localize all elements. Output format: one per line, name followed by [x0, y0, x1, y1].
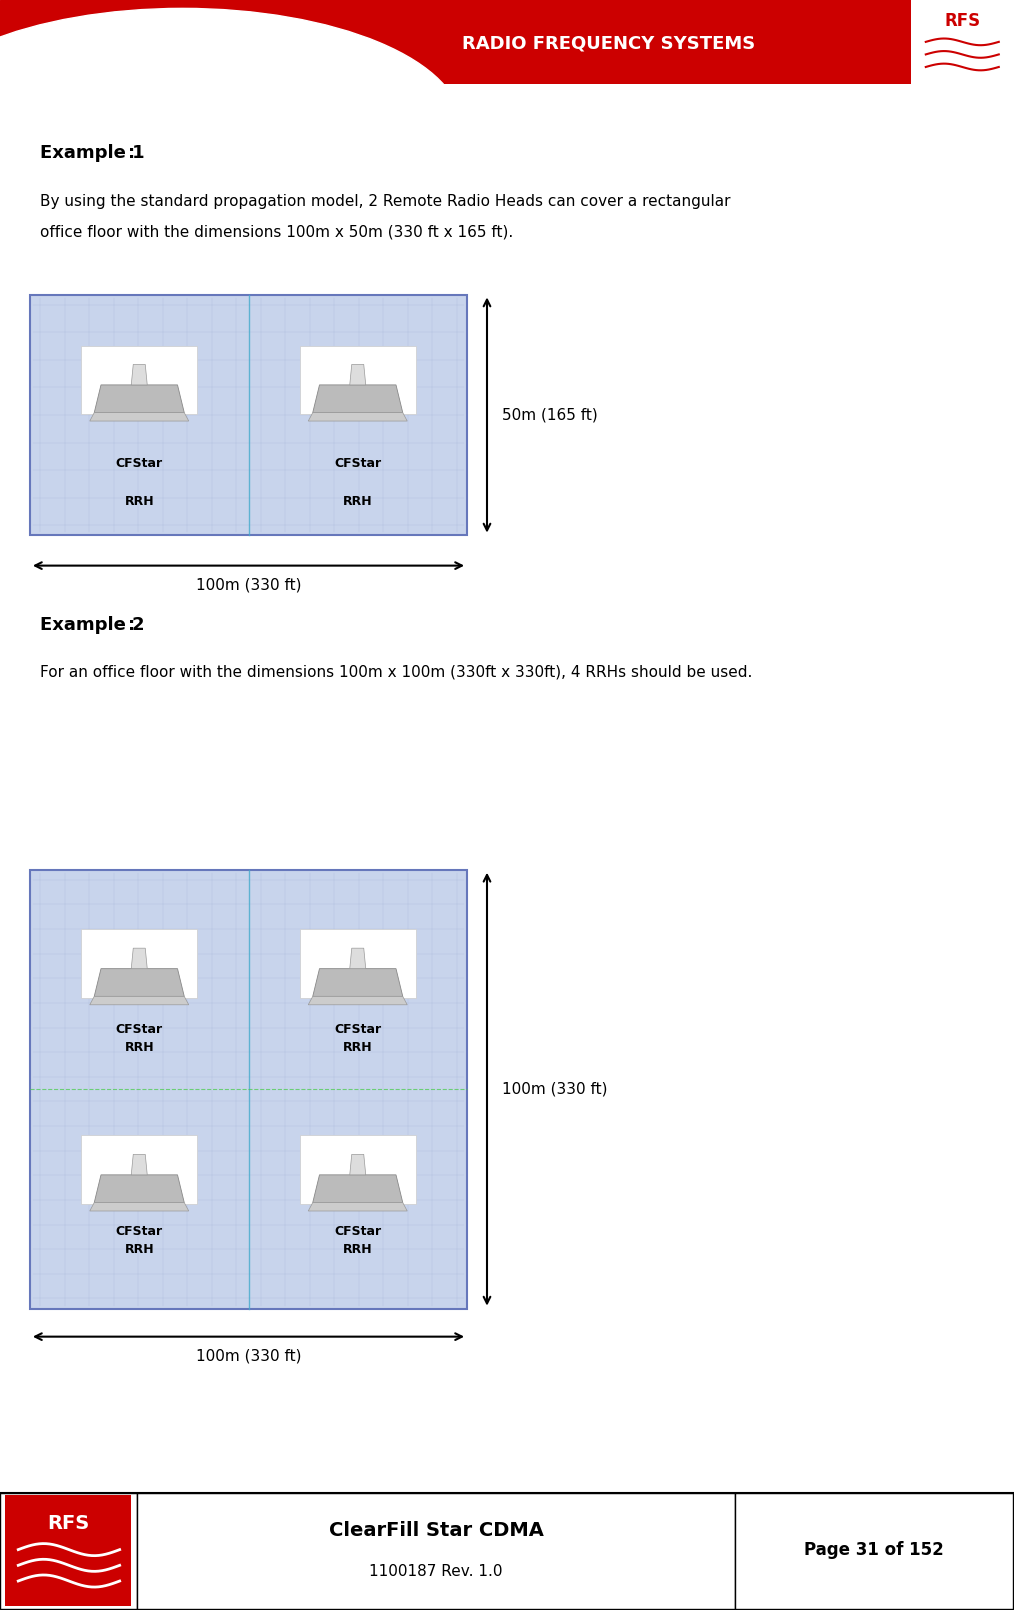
Text: CFStar: CFStar: [116, 1024, 163, 1037]
Text: :: :: [128, 615, 135, 634]
Polygon shape: [308, 412, 408, 422]
Text: 100m (330 ft): 100m (330 ft): [196, 578, 301, 592]
Polygon shape: [350, 1154, 366, 1175]
Text: CFStar: CFStar: [335, 457, 381, 470]
Polygon shape: [90, 1203, 189, 1211]
Bar: [81, 346, 198, 414]
Text: RRH: RRH: [125, 1042, 154, 1055]
Polygon shape: [94, 1175, 185, 1203]
Text: RFS: RFS: [944, 11, 981, 31]
Bar: [137, 1492, 735, 1608]
Polygon shape: [312, 1175, 403, 1203]
Bar: [735, 1492, 1013, 1608]
Text: ClearFill Star CDMA: ClearFill Star CDMA: [329, 1521, 544, 1539]
Polygon shape: [312, 385, 403, 412]
Polygon shape: [131, 948, 147, 969]
Text: CFStar: CFStar: [335, 1024, 381, 1037]
Text: For an office floor with the dimensions 100m x 100m (330ft x 330ft), 4 RRHs shou: For an office floor with the dimensions …: [40, 663, 752, 679]
Text: 100m (330 ft): 100m (330 ft): [196, 1349, 301, 1364]
Text: CFStar: CFStar: [116, 1225, 163, 1238]
Bar: [5, 1496, 131, 1607]
Text: 50m (165 ft): 50m (165 ft): [502, 407, 597, 422]
Bar: [30, 295, 467, 536]
Ellipse shape: [0, 8, 461, 243]
Polygon shape: [90, 412, 189, 422]
Bar: [911, 0, 1014, 84]
Polygon shape: [308, 997, 408, 1005]
Text: 100m (330 ft): 100m (330 ft): [502, 1082, 607, 1096]
Bar: [81, 929, 198, 998]
Text: RRH: RRH: [343, 1042, 372, 1055]
Text: CFStar: CFStar: [116, 457, 163, 470]
Polygon shape: [308, 1203, 408, 1211]
Polygon shape: [131, 364, 147, 385]
Bar: [300, 346, 416, 414]
Polygon shape: [94, 385, 185, 412]
Bar: [30, 869, 467, 1309]
Bar: [81, 1135, 198, 1204]
Bar: [300, 1135, 416, 1204]
Text: RRH: RRH: [125, 1243, 154, 1256]
Text: RADIO FREQUENCY SYSTEMS: RADIO FREQUENCY SYSTEMS: [461, 34, 755, 53]
Polygon shape: [131, 1154, 147, 1175]
Polygon shape: [94, 969, 185, 997]
Text: Example 1: Example 1: [40, 143, 145, 163]
Text: Page 31 of 152: Page 31 of 152: [804, 1541, 944, 1558]
Text: 1100187 Rev. 1.0: 1100187 Rev. 1.0: [369, 1563, 503, 1579]
Polygon shape: [312, 969, 403, 997]
Polygon shape: [350, 948, 366, 969]
Bar: [300, 929, 416, 998]
Text: RRH: RRH: [343, 496, 372, 509]
Text: RRH: RRH: [125, 496, 154, 509]
Text: RFS: RFS: [47, 1513, 89, 1533]
Text: CFStar: CFStar: [335, 1225, 381, 1238]
Text: RRH: RRH: [343, 1243, 372, 1256]
Text: Example 2: Example 2: [40, 615, 145, 634]
Text: office floor with the dimensions 100m x 50m (330 ft x 165 ft).: office floor with the dimensions 100m x …: [40, 224, 513, 240]
Polygon shape: [350, 364, 366, 385]
Polygon shape: [90, 997, 189, 1005]
Bar: [0, 1492, 137, 1608]
Text: :: :: [128, 143, 135, 163]
Text: By using the standard propagation model, 2 Remote Radio Heads can cover a rectan: By using the standard propagation model,…: [40, 195, 730, 209]
